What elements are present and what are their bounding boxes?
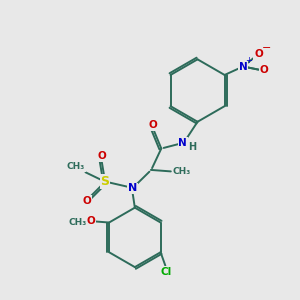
Text: O: O — [148, 120, 157, 130]
Text: Cl: Cl — [160, 267, 172, 277]
Text: O: O — [82, 196, 91, 206]
Text: O: O — [97, 151, 106, 161]
Text: CH₃: CH₃ — [172, 167, 190, 176]
Text: N: N — [178, 138, 187, 148]
Text: O: O — [260, 65, 268, 75]
Text: +: + — [245, 56, 252, 65]
Text: −: − — [262, 43, 271, 52]
Text: O: O — [254, 49, 263, 59]
Text: CH₃: CH₃ — [67, 162, 85, 171]
Text: S: S — [100, 175, 109, 188]
Text: O: O — [86, 216, 95, 226]
Text: H: H — [188, 142, 196, 152]
Text: CH₃: CH₃ — [68, 218, 86, 227]
Text: N: N — [238, 61, 247, 72]
Text: N: N — [128, 183, 137, 193]
